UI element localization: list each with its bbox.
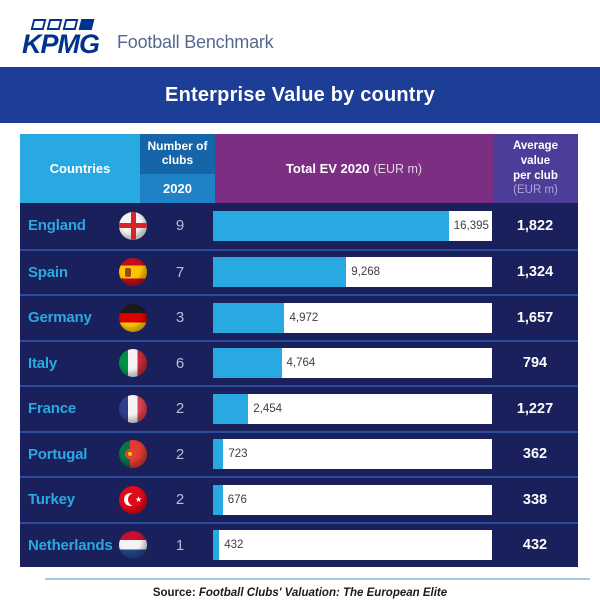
country-label: Portugal [28,445,88,463]
table-row: Spain 7 9,268 1,324 [20,248,578,294]
ev-bar-track: 4,972 [213,302,492,333]
footer-divider [45,578,590,580]
ev-bar-value: 432 [224,539,244,552]
clubs-header-label: Number of clubs [140,134,215,174]
table-row: Turkey 2 676 338 [20,476,578,522]
kpmg-square-icon [78,19,95,30]
brand-header: KPMG Football Benchmark [0,0,600,58]
ev-bar-track: 16,395 [213,210,492,241]
ev-bar-track: 676 [213,484,492,515]
kpmg-square-icon [46,19,63,30]
avg-value-column-header: Average value per club (EUR m) [493,134,578,203]
ev-bar-value: 4,972 [289,311,319,324]
england-flag-icon [119,211,147,240]
avg-value: 1,227 [516,400,554,417]
kpmg-square-icon [30,19,47,30]
france-flag-icon [119,394,147,423]
avg-value: 1,324 [516,264,554,281]
table-row: Italy 6 4,764 794 [20,339,578,385]
avg-value: 1,822 [516,217,554,234]
germany-flag-icon [119,303,147,332]
country-label: Italy [28,354,58,372]
source-label: Source: [152,587,196,599]
table-header: Countries Number of clubs 2020 Total EV 2… [20,134,578,203]
ev-bar-value: 676 [227,493,247,506]
chart-title-bar: Enterprise Value by country [0,67,600,123]
ev-bar-track: 432 [213,530,492,561]
ev-bar-track: 723 [213,439,492,470]
avg-value: 794 [522,355,548,372]
clubs-count: 2 [175,445,185,463]
table-row: Germany 3 4,972 1,657 [20,294,578,340]
ev-bar-fill [213,348,282,379]
ev-bar-value: 9,268 [351,266,381,279]
country-label: Turkey [28,491,75,509]
clubs-header-year: 2020 [140,174,215,203]
ev-bar-track: 9,268 [213,257,492,288]
total-ev-column-header: Total EV 2020 (EUR m) [215,134,493,203]
kpmg-logo: KPMG [22,19,100,59]
portugal-flag-icon [119,440,147,469]
avg-value: 1,657 [516,309,554,326]
countries-column-header: Countries [20,134,140,203]
ev-table: Countries Number of clubs 2020 Total EV 2… [20,134,578,567]
clubs-count: 9 [175,217,185,235]
spain-flag-icon [119,258,147,287]
ev-bar-fill [213,257,347,288]
avg-value: 362 [522,446,548,463]
chart-title: Enterprise Value by country [165,83,435,106]
product-name: Football Benchmark [117,32,274,52]
table-body: England 9 16,395 1,822 Spain 7 9,268 1,3… [20,203,578,567]
ev-bar-value: 16,395 [453,219,489,232]
ev-bar-track: 2,454 [213,393,492,424]
source-note: Source: Football Clubs' Valuation: The E… [0,587,600,599]
ev-bar-fill [213,302,285,333]
kpmg-logo-text: KPMG [22,29,100,59]
avg-header-unit: (EUR m) [513,184,558,197]
ev-bar-value: 723 [228,448,248,461]
country-label: Netherlands [28,536,113,554]
table-row: Portugal 2 723 362 [20,430,578,476]
turkey-flag-icon [119,485,147,514]
ev-bar-track: 4,764 [213,348,492,379]
avg-value: 432 [522,537,548,554]
clubs-count: 1 [175,536,185,554]
netherlands-flag-icon [119,531,147,560]
source-text: Football Clubs' Valuation: The European … [198,587,448,599]
total-ev-header-unit: (EUR m) [373,161,423,176]
country-label: Spain [28,263,68,281]
clubs-count: 3 [175,309,185,327]
ev-bar-value: 4,764 [286,357,316,370]
ev-bar-fill [213,210,449,241]
avg-value: 338 [522,491,548,508]
clubs-column-header: Number of clubs 2020 [140,134,215,203]
kpmg-square-icon [62,19,79,30]
ev-bar-value: 2,454 [253,402,283,415]
kpmg-squares-icon [30,19,99,30]
table-row: France 2 2,454 1,227 [20,385,578,431]
country-label: France [28,400,76,418]
clubs-count: 2 [175,491,185,509]
ev-bar-fill [213,393,249,424]
clubs-count: 7 [175,263,185,281]
italy-flag-icon [119,349,147,378]
ev-bar-fill [213,439,224,470]
clubs-count: 6 [175,354,185,372]
total-ev-header-label: Total EV 2020 [285,161,370,176]
country-label: England [28,217,86,235]
table-row: England 9 16,395 1,822 [20,203,578,249]
ev-bar-fill [213,530,220,561]
clubs-count: 2 [175,400,185,418]
ev-bar-fill [213,484,223,515]
country-label: Germany [28,309,92,327]
table-row: Netherlands 1 432 432 [20,521,578,567]
